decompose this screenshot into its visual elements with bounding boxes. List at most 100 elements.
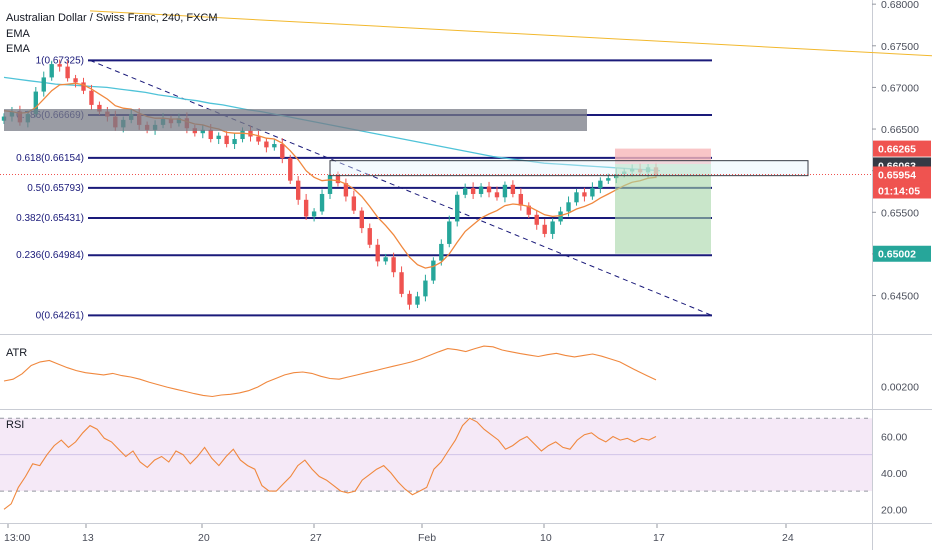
candle-body [89,90,94,105]
price-tag-bg [873,166,931,183]
candle-body [590,188,595,197]
candle-body [566,202,571,212]
candle-body [399,272,404,294]
candle-body [335,174,341,184]
fib-level-label: 0.236(0.64984) [16,250,84,261]
candle-body [264,141,269,148]
price-tick-label: 0.64500 [881,291,919,303]
candle-body [550,221,555,234]
candle-body [232,139,237,145]
price-tick-label: 0.67500 [881,41,919,53]
candle-body [502,184,508,198]
candle-body [41,77,46,92]
take-profit-zone [615,164,711,254]
time-tick-label: 17 [653,532,665,544]
atr-label: ATR [6,347,27,359]
time-tick-label: 20 [198,532,210,544]
candle-body [73,78,78,83]
candle-body [303,199,309,217]
candle-body [256,136,261,142]
candle-body [359,210,364,229]
rsi-pane: 60.00 40.00 20.00 [0,417,907,516]
rsi-tick-label: 60.00 [881,431,907,443]
candle-body [383,257,388,262]
fib-level-label: 0.5(0.65793) [27,183,84,194]
candle-body [455,194,460,222]
candle-body [606,178,611,181]
price-tick-label: 0.66500 [881,124,919,136]
price-tag-bg [873,245,931,262]
time-tick-label: 10 [540,532,552,544]
candle-body [327,174,333,194]
time-tick-label: 24 [782,532,794,544]
time-tick-label: 13:00 [4,532,30,544]
indicator-label-ema-1: EMA [6,28,31,40]
resistance-box [329,160,809,177]
candle-body [415,296,420,305]
candle-body [462,188,468,195]
candle-body [288,158,293,181]
candle-body [208,129,213,140]
rsi-tick-label: 40.00 [881,468,907,480]
candle-body [224,135,229,145]
candle-body [542,224,547,234]
chart-title: Australian Dollar / Swiss Franc, 240, FX… [6,12,218,24]
rsi-label: RSI [6,419,24,431]
candle-body [582,192,587,197]
price-tag-bg [873,182,931,199]
candle-body [343,183,349,197]
ema-fast-line [3,82,657,269]
candle-body [494,192,500,198]
candle-body [574,192,579,203]
price-tick-label: 0.67000 [881,82,919,94]
rsi-line [3,417,657,510]
indicator-label-ema-2: EMA [6,43,31,55]
candle-body [439,243,444,261]
fibonacci-retracement[interactable]: 1(0.67325)0.786(0.66669)0.618(0.66154)0.… [16,55,713,321]
candle-body [319,193,325,212]
supply-zone [4,109,587,131]
atr-tick-label: 0.00200 [881,381,919,393]
atr-pane: 0.00200 [3,345,919,398]
candle-body [407,293,412,305]
stop-loss-zone [615,148,711,165]
price-tag-label: 0.65002 [878,249,916,261]
candle-body [486,186,492,193]
fib-level-label: 0.382(0.65431) [16,213,84,224]
candle-body [57,64,62,67]
time-tick-label: Feb [418,532,436,544]
rsi-tick-label: 20.00 [881,504,907,516]
candle-body [272,144,277,148]
candle-body [598,180,603,189]
fib-level-label: 0.618(0.66154) [16,153,84,164]
trend-line [89,10,932,57]
price-tag-bg [873,140,931,157]
candle-body [375,244,380,262]
price-tick-label: 0.65500 [881,207,919,219]
candle-body [200,129,205,134]
price-axis[interactable]: 0.680000.675000.670000.665000.660000.655… [872,0,931,303]
candle-body [431,260,436,281]
candle-body [65,66,70,79]
price-tag-label: 0.65954 [878,169,916,181]
candle-body [280,144,285,159]
chart-drawings[interactable] [0,10,932,254]
time-tick-label: 27 [310,532,322,544]
time-tick-label: 13 [82,532,94,544]
fib-trend-line [89,59,713,316]
legend: Australian Dollar / Swiss Franc, 240, FX… [6,12,218,431]
candle-body [534,214,539,225]
time-axis[interactable]: 13:00 13 20 27 Feb 10 17 24 [4,524,794,544]
candle-body [423,280,428,297]
candle-body [311,211,317,217]
candle-body [97,104,102,112]
price-tag-label: 01:14:05 [878,185,920,197]
candle-body [470,188,476,194]
candle-body [510,184,516,194]
fib-level-label: 0(0.64261) [36,310,84,321]
candle-body [558,211,563,222]
candle-body [391,257,396,273]
candle-body [296,180,301,200]
